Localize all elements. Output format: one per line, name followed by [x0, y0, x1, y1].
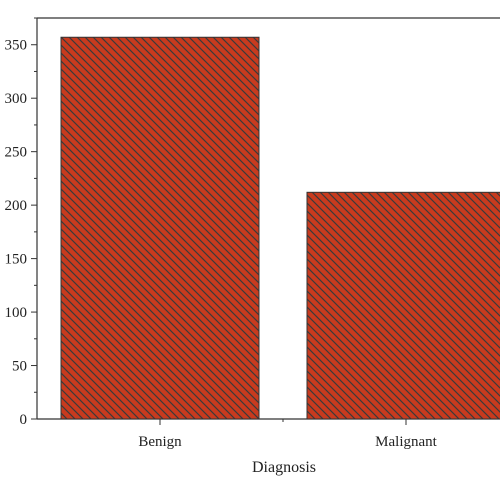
bar-benign	[60, 36, 260, 420]
bar-malignant	[306, 191, 500, 420]
y-tick-label: 0	[20, 412, 28, 428]
bars-group	[60, 36, 500, 420]
y-axis-ticks: 0 50 100 150 200 250 300 350	[5, 17, 37, 428]
y-tick-label: 50	[12, 359, 27, 375]
x-axis-ticks: Benign Malignant	[138, 419, 438, 450]
y-tick-label: 350	[5, 38, 28, 54]
x-axis-label: Diagnosis	[252, 459, 316, 476]
y-tick-label: 300	[5, 91, 28, 107]
y-tick-label: 100	[5, 305, 28, 321]
y-tick-label: 250	[5, 145, 28, 161]
y-tick-label: 200	[5, 198, 28, 214]
x-tick-label-malignant: Malignant	[375, 434, 437, 450]
x-tick-label-benign: Benign	[138, 434, 182, 450]
y-tick-label: 150	[5, 252, 28, 268]
